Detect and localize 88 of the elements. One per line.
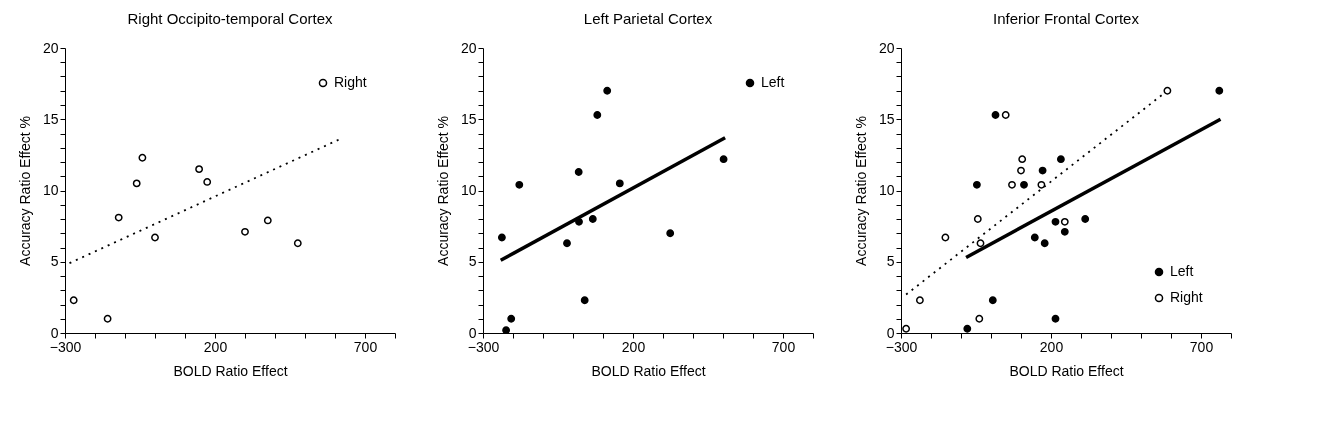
- x-tick-label: 200: [203, 338, 228, 355]
- point: [580, 296, 589, 305]
- point: [902, 324, 911, 333]
- point: [615, 179, 624, 188]
- point: [1051, 314, 1060, 323]
- point: [976, 239, 985, 248]
- y-tick-label: 15: [878, 110, 895, 127]
- point: [507, 314, 516, 323]
- legend-label: Left: [761, 74, 785, 90]
- point: [1001, 111, 1010, 119]
- x-tick-label: 200: [621, 338, 646, 355]
- y-tick-label: 20: [42, 39, 59, 56]
- point: [1038, 166, 1047, 175]
- point: [497, 233, 506, 242]
- point: [991, 111, 1000, 119]
- point: [1215, 86, 1224, 95]
- x-tick-label: 700: [1189, 338, 1214, 355]
- chart-title: Right Occipito-temporal Cortex: [127, 10, 334, 27]
- point: [515, 180, 524, 189]
- point: [973, 215, 982, 223]
- point: [241, 227, 249, 236]
- y-tick-label: 0: [50, 324, 59, 341]
- chart-title: Inferior Frontal Cortex: [993, 10, 1140, 27]
- point: [293, 239, 302, 248]
- point: [719, 155, 728, 164]
- point: [563, 239, 571, 248]
- y-tick-label: 5: [886, 253, 895, 270]
- legend-label: Right: [1170, 289, 1203, 305]
- point: [915, 296, 924, 305]
- point: [574, 168, 583, 176]
- point: [1056, 155, 1065, 164]
- point: [988, 296, 997, 305]
- y-tick-label: 10: [878, 182, 895, 198]
- point: [603, 86, 612, 95]
- point: [114, 213, 123, 222]
- point: [975, 314, 984, 323]
- point: [941, 233, 950, 242]
- point: [1017, 166, 1025, 175]
- point: [593, 111, 602, 119]
- legend-label: Right: [334, 74, 367, 90]
- point: [263, 216, 272, 225]
- y-tick-label: 10: [460, 182, 477, 198]
- point: [151, 233, 159, 242]
- y-tick-label: 0: [468, 324, 477, 341]
- x-axis-title: BOLD Ratio Effect: [1009, 362, 1124, 379]
- x-axis-title: BOLD Ratio Effect: [591, 362, 706, 379]
- point: [1060, 227, 1069, 236]
- point: [132, 179, 141, 188]
- point: [972, 180, 981, 189]
- x-tick-label: 200: [1039, 338, 1064, 355]
- point: [1040, 239, 1049, 248]
- point: [69, 296, 78, 305]
- y-tick-label: 5: [468, 253, 477, 270]
- y-axis-title: Accuracy Ratio Effect %: [434, 116, 451, 266]
- point: [1008, 180, 1016, 189]
- y-tick-label: 20: [460, 39, 477, 56]
- point: [575, 217, 583, 226]
- point: [666, 229, 675, 238]
- point: [1018, 155, 1027, 164]
- point: [203, 178, 212, 186]
- y-tick-label: 5: [50, 253, 59, 270]
- y-tick-label: 15: [42, 110, 59, 127]
- y-axis-title: Accuracy Ratio Effect %: [852, 116, 869, 266]
- y-tick-label: 15: [460, 110, 477, 127]
- point: [103, 314, 112, 323]
- point: [588, 215, 597, 223]
- x-tick-label: −300: [467, 338, 500, 355]
- point: [1051, 217, 1060, 226]
- x-tick-label: −300: [49, 338, 82, 355]
- point: [1030, 233, 1039, 242]
- y-tick-label: 0: [886, 324, 895, 341]
- point: [195, 165, 204, 174]
- point: [1060, 217, 1069, 226]
- legend-label: Left: [1170, 263, 1194, 279]
- y-tick-label: 10: [42, 182, 59, 198]
- point: [963, 324, 972, 333]
- point: [138, 153, 147, 162]
- point: [1037, 180, 1046, 189]
- y-tick-label: 20: [878, 39, 895, 56]
- point: [1081, 215, 1090, 223]
- point: [1020, 180, 1028, 189]
- point: [1163, 86, 1172, 95]
- chart-title: Left Parietal Cortex: [583, 10, 713, 27]
- y-axis-title: Accuracy Ratio Effect %: [16, 116, 33, 266]
- x-tick-label: −300: [885, 338, 918, 355]
- x-tick-label: 700: [353, 338, 378, 355]
- x-axis-title: BOLD Ratio Effect: [173, 362, 288, 379]
- x-tick-label: 700: [771, 338, 796, 355]
